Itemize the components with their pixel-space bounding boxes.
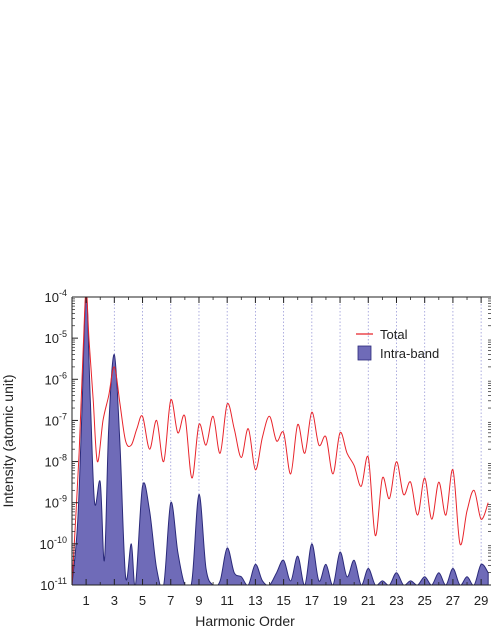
x-tick-label: 1 [82, 593, 89, 608]
ticks: 1 3 5 7 9 11 13 15 17 19 21 23 25 27 2910-410-510-610-… [40, 288, 491, 608]
x-tick-label: 29 [474, 593, 488, 608]
y-tick-label: 10-5 [45, 329, 67, 346]
x-axis-label: Harmonic Order [195, 613, 295, 629]
legend-label-intra-band: Intra-band [380, 346, 439, 361]
intra-band-area [72, 297, 489, 585]
y-tick-label: 10-9 [45, 494, 67, 511]
x-tick-label: 9 [195, 593, 202, 608]
x-tick-label: 13 [248, 593, 262, 608]
x-tick-label: 17 [305, 593, 319, 608]
y-axis-label: Intensity (atomic unit) [0, 374, 16, 507]
x-tick-label: 25 [417, 593, 431, 608]
total-line [72, 297, 489, 585]
y-tick-label: 10-10 [40, 535, 67, 552]
y-tick-label: 10-8 [45, 453, 67, 470]
x-tick-label: 23 [389, 593, 403, 608]
x-tick-label: 11 [220, 593, 234, 608]
x-tick-label: 19 [333, 593, 347, 608]
y-tick-label: 10-11 [40, 576, 67, 593]
x-tick-label: 15 [276, 593, 290, 608]
vertical-gridlines [85, 297, 482, 585]
x-tick-label: 3 [111, 593, 118, 608]
legend-label-total: Total [380, 327, 408, 342]
y-tick-label: 10-7 [45, 411, 67, 428]
x-tick-label: 27 [446, 593, 460, 608]
legend-swatch-intra-band [357, 345, 372, 361]
x-tick-label: 5 [139, 593, 146, 608]
legend: Total Intra-band [356, 327, 439, 361]
y-tick-label: 10-6 [45, 370, 67, 387]
y-tick-label: 10-4 [45, 288, 67, 305]
series-layer [72, 297, 489, 585]
x-tick-label: 7 [167, 593, 174, 608]
x-tick-label: 21 [361, 593, 375, 608]
